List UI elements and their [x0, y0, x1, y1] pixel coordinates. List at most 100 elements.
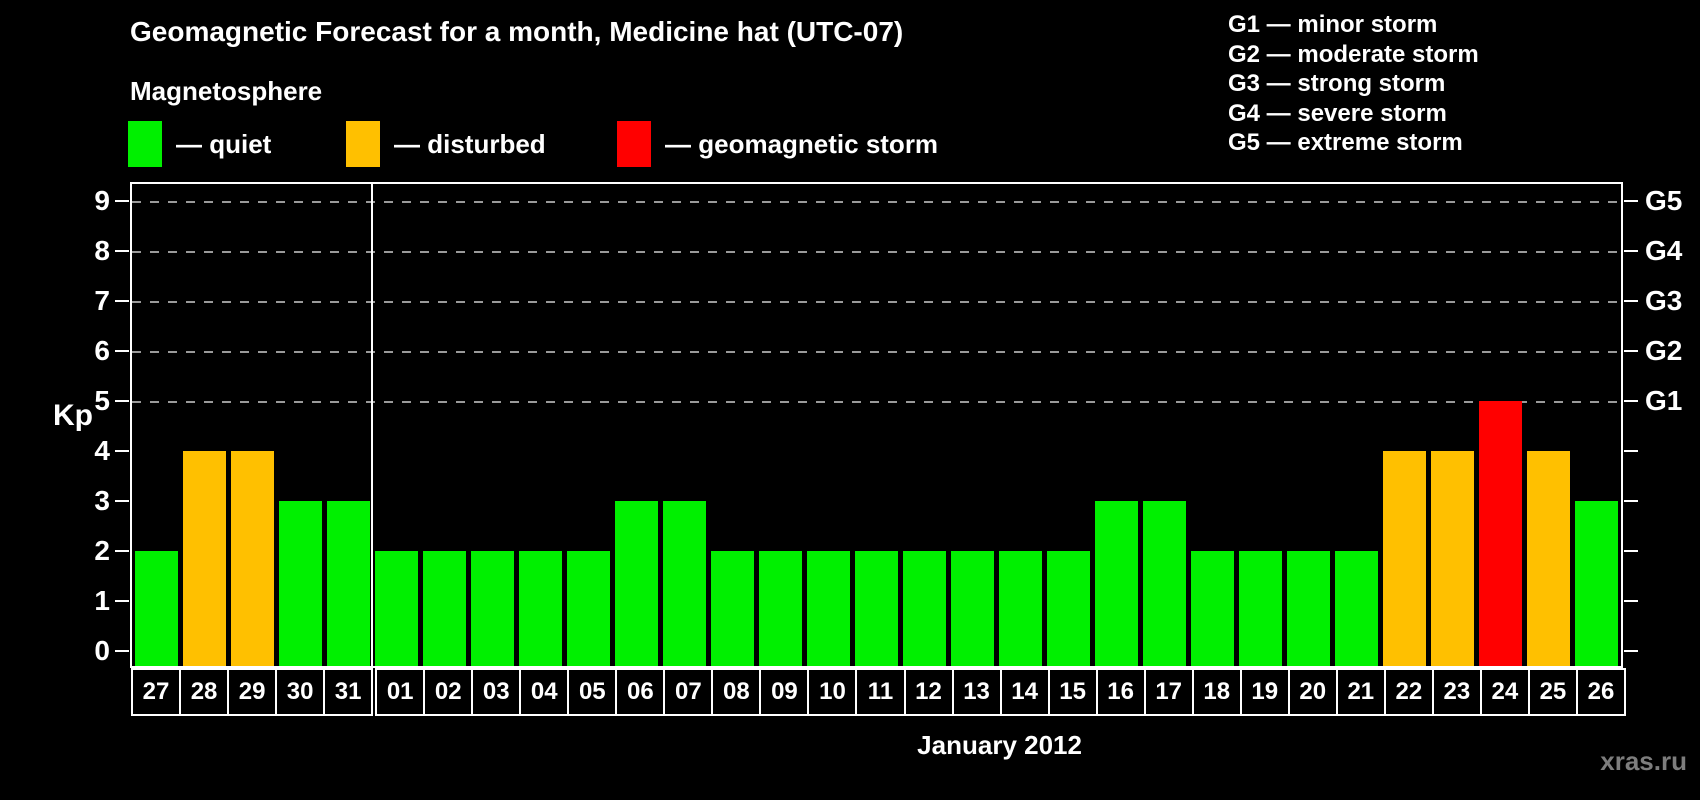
left-tick-kp4: [115, 450, 129, 452]
day-box-03: 03: [471, 668, 522, 716]
day-box-19: 19: [1239, 668, 1290, 716]
day-box-21: 21: [1335, 668, 1386, 716]
y-tick-label-7: 7: [94, 285, 110, 316]
x-axis-title: January 2012: [917, 730, 1082, 760]
left-tick-kp1: [115, 600, 129, 602]
storm-legend-line-3: G3 — strong storm: [1228, 70, 1446, 97]
storm-legend-line-4: G4 — severe storm: [1228, 99, 1447, 127]
right-tick-kp9: [1624, 200, 1638, 202]
legend-label-disturbed: — disturbed: [394, 128, 546, 159]
day-box-04: 04: [519, 668, 570, 716]
gridline-kp9: [132, 201, 1621, 203]
gridline-kp8: [132, 251, 1621, 253]
kp-bar-day-25: [1527, 451, 1571, 666]
gridline-kp6: [132, 351, 1621, 353]
day-box-09: 09: [759, 668, 810, 716]
y-tick-label-4: 4: [94, 435, 110, 466]
day-box-29: 29: [227, 668, 278, 716]
day-box-27: 27: [131, 668, 182, 716]
day-box-13: 13: [951, 668, 1002, 716]
left-tick-kp6: [115, 350, 129, 352]
day-box-02: 02: [423, 668, 474, 716]
legend-label-geomagnetic-storm: — geomagnetic storm: [665, 128, 939, 159]
kp-bar-day-27: [134, 551, 178, 666]
legend-item-geomagnetic-storm: — geomagnetic storm: [617, 120, 938, 168]
kp-bar-day-03: [470, 551, 514, 666]
g-label-G4: G4: [1645, 235, 1683, 266]
storm-scale-legend: G1 — minor storm G2 — moderate storm G3 — …: [1228, 10, 1479, 158]
y-tick-label-8: 8: [94, 235, 110, 266]
gridline-kp7: [132, 301, 1621, 303]
day-box-16: 16: [1095, 668, 1146, 716]
kp-bar-day-08: [710, 551, 754, 666]
day-box-31: 31: [323, 668, 374, 716]
day-box-15: 15: [1047, 668, 1098, 716]
storm-legend-line-1: G1 — minor storm: [1228, 11, 1438, 38]
kp-bar-day-28: [182, 451, 226, 666]
chart-title: Geomagnetic Forecast for a month, Medici…: [130, 16, 904, 47]
day-box-11: 11: [855, 668, 906, 716]
y-tick-label-2: 2: [94, 535, 110, 566]
g-label-G3: G3: [1645, 285, 1683, 316]
day-box-06: 06: [615, 668, 666, 716]
kp-bar-day-13: [951, 551, 995, 666]
right-tick-kp6: [1624, 350, 1638, 352]
storm-legend-line-5: G5 — extreme storm: [1228, 129, 1463, 156]
left-tick-kp3: [115, 500, 129, 502]
left-tick-kp5: [115, 400, 129, 402]
day-box-28: 28: [179, 668, 230, 716]
kp-bar-day-31: [326, 501, 370, 666]
kp-bar-day-16: [1095, 501, 1139, 666]
right-tick-kp1: [1624, 600, 1638, 602]
g-label-G1: G1: [1645, 385, 1683, 416]
kp-bar-day-23: [1431, 451, 1475, 666]
right-tick-kp2: [1624, 550, 1638, 552]
kp-bar-day-01: [374, 551, 418, 666]
left-tick-kp2: [115, 550, 129, 552]
day-box-23: 23: [1431, 668, 1482, 716]
gridline-kp5: [132, 401, 1621, 403]
kp-bar-day-02: [422, 551, 466, 666]
month-separator-line: [371, 184, 374, 666]
day-box-08: 08: [711, 668, 762, 716]
y-tick-label-3: 3: [94, 485, 110, 516]
y-tick-label-0: 0: [94, 635, 110, 666]
day-box-10: 10: [807, 668, 858, 716]
kp-bar-day-05: [566, 551, 610, 666]
kp-bar-day-12: [903, 551, 947, 666]
day-box-14: 14: [999, 668, 1050, 716]
kp-bar-day-15: [1047, 551, 1091, 666]
right-tick-kp3: [1624, 500, 1638, 502]
watermark: xras.ru: [1600, 746, 1687, 776]
kp-bar-day-22: [1383, 451, 1427, 666]
kp-bar-day-10: [806, 551, 850, 666]
quiet-color-swatch: [128, 121, 162, 167]
storm-legend-line-2: G2 — moderate storm: [1228, 40, 1479, 68]
y-tick-label-1: 1: [94, 585, 110, 616]
kp-bar-day-21: [1335, 551, 1379, 666]
day-box-17: 17: [1143, 668, 1194, 716]
day-box-25: 25: [1527, 668, 1578, 716]
right-tick-kp8: [1624, 250, 1638, 252]
g-label-G5: G5: [1645, 185, 1683, 216]
left-tick-kp0: [115, 650, 129, 652]
kp-bar-day-09: [758, 551, 802, 666]
kp-bar-day-26: [1575, 501, 1619, 666]
legend-label-quiet: — quiet: [176, 128, 272, 159]
y-axis-label: Kp: [53, 399, 93, 432]
y-tick-label-9: 9: [94, 185, 110, 216]
kp-bar-day-06: [614, 501, 658, 666]
day-label-row: 27 28 29 30 31 01 02 03 04 05 06 07 08 09 10 11 12 13 14 15…: [130, 668, 1630, 716]
magnetosphere-legend-heading: Magnetosphere: [130, 76, 323, 106]
disturbed-color-swatch: [346, 121, 380, 167]
day-box-20: 20: [1287, 668, 1338, 716]
kp-bar-day-20: [1287, 551, 1331, 666]
day-box-12: 12: [903, 668, 954, 716]
kp-bar-day-29: [230, 451, 274, 666]
left-tick-kp8: [115, 250, 129, 252]
kp-bar-day-30: [278, 501, 322, 666]
kp-bar-day-24: [1479, 401, 1523, 666]
legend-item-quiet: — quiet: [128, 120, 271, 168]
y-tick-label-5: 5: [94, 385, 110, 416]
